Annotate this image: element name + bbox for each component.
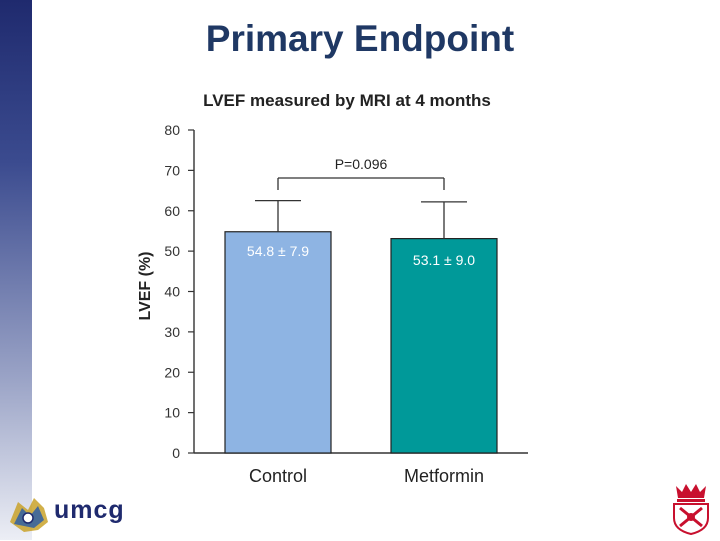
university-crest-icon — [673, 484, 709, 536]
x-category-label: Control — [249, 466, 307, 486]
x-category-label: Metformin — [404, 466, 484, 486]
slide-title: Primary Endpoint — [205, 18, 515, 59]
y-tick-label: 30 — [164, 324, 180, 340]
y-tick-label: 20 — [164, 364, 180, 380]
y-tick-label: 50 — [164, 243, 180, 259]
y-tick-label: 40 — [164, 284, 180, 300]
bar — [224, 231, 332, 454]
significance-label: P=0.096 — [335, 156, 388, 172]
umcg-logo-text: umcg — [54, 496, 125, 524]
y-tick-label: 70 — [164, 162, 180, 178]
umcg-emblem-icon — [10, 498, 48, 532]
y-axis-label: LVEF (%) — [137, 251, 154, 320]
chart-title: LVEF measured by MRI at 4 months — [203, 91, 491, 110]
umcg-logo: umcg — [4, 492, 144, 536]
side-decor-band — [0, 0, 32, 540]
y-tick-label: 0 — [172, 445, 180, 461]
bar — [390, 238, 498, 454]
y-tick-label: 80 — [164, 122, 180, 138]
university-seal-logo — [668, 478, 714, 536]
bar-value-label: 54.8 ± 7.9 — [247, 243, 309, 259]
y-tick-label: 10 — [164, 405, 180, 421]
y-tick-label: 60 — [164, 203, 180, 219]
bar-value-label: 53.1 ± 9.0 — [413, 252, 475, 268]
